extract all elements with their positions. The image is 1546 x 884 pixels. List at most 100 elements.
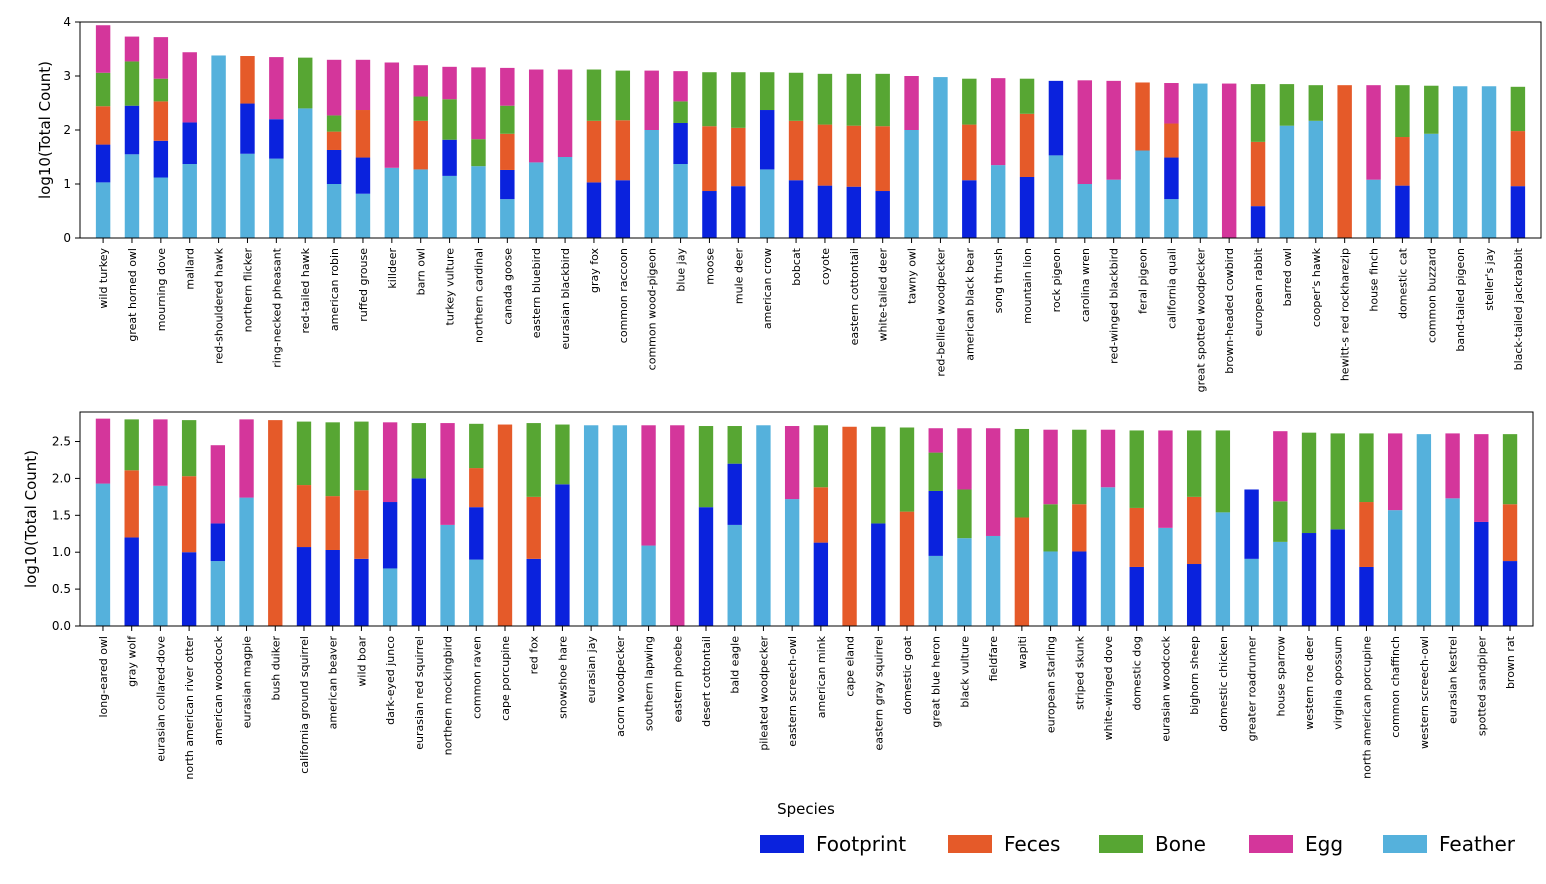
bar-segment-feces-ruffed-grouse: [355, 110, 371, 158]
x-tick-label-north-american-porcupine: north american porcupine: [1360, 636, 1373, 779]
x-tick-label-western-screech-owl: western screech-owl: [1418, 636, 1431, 749]
bar-segment-feather-canada-goose: [500, 199, 515, 238]
bar-segment-bone-wapiti: [1014, 428, 1030, 518]
x-tick-label-european-starling: european starling: [1045, 636, 1058, 733]
bar-segment-footprint-mourning-dove: [153, 140, 169, 178]
bar-segment-egg-spotted-sandpiper: [1474, 434, 1489, 522]
bar-segment-bone-american-beaver: [325, 422, 340, 497]
bar-segment-feather-mourning-dove: [153, 177, 169, 238]
x-tick-label-barn-owl: barn owl: [415, 248, 428, 295]
bar-segment-feces-domestic-dog: [1129, 507, 1144, 567]
bar-segment-footprint-ruffed-grouse: [355, 157, 371, 194]
bar-segment-egg-american-woodcock: [210, 445, 226, 524]
x-tick-label-mountain-lion: mountain lion: [1021, 248, 1034, 324]
bar-segment-egg-eurasian-blackbird: [557, 69, 573, 157]
bar-segment-bone-blue-jay: [673, 101, 688, 123]
x-tick-label-american-woodcock: american woodcock: [212, 635, 225, 745]
bar-segment-footprint-turkey-vulture: [442, 139, 457, 176]
x-tick-label-turkey-vulture: turkey vulture: [444, 248, 457, 326]
bar-segment-egg-blue-jay: [673, 71, 688, 102]
x-tick-label-american-black-bear: american black bear: [963, 248, 976, 361]
bar-segment-feces-american-robin: [326, 131, 342, 150]
bar-segment-footprint-red-fox: [526, 558, 541, 626]
bar-segment-footprint-common-raven: [469, 507, 484, 560]
y-tick-label: 1.0: [52, 545, 71, 559]
x-tick-label-wild-boar: wild boar: [355, 636, 368, 687]
bar-segment-footprint-american-woodcock: [210, 523, 226, 562]
x-tick-label-feral-pigeon: feral pigeon: [1137, 248, 1150, 314]
x-tick-label-eastern-screech-owl: eastern screech-owl: [786, 636, 799, 747]
bar-segment-egg-great-blue-heron: [928, 428, 943, 453]
bar-segment-egg-eastern-screech-owl: [784, 426, 800, 500]
bar-segment-egg-common-wood-pigeon: [644, 70, 659, 130]
bar-segment-footprint-american-black-bear: [962, 180, 977, 238]
x-tick-label-red-shouldered-hawk: red-shouldered hawk: [213, 247, 226, 363]
x-tick-label-eurasian-magpie: eurasian magpie: [241, 636, 254, 728]
bar-segment-bone-bighorn-sheep: [1186, 430, 1202, 497]
bar-segment-feces-mourning-dove: [153, 101, 169, 141]
x-tick-label-cooper-s-hawk: cooper's hawk: [1310, 247, 1323, 327]
bar-segment-bone-mule-deer: [731, 72, 746, 128]
x-tick-label-killdeer: killdeer: [386, 248, 399, 289]
bar-segment-egg-house-sparrow: [1273, 431, 1288, 502]
x-tick-label-domestic-dog: domestic dog: [1131, 636, 1144, 711]
bar-segment-bone-domestic-dog: [1129, 430, 1144, 508]
x-axis-title: Species: [777, 800, 835, 818]
y-tick-label: 4: [63, 15, 71, 29]
bar-segment-egg-barn-owl: [413, 65, 428, 97]
bar-segment-bone-mourning-dove: [153, 78, 169, 102]
bar-segment-footprint-wild-boar: [354, 558, 369, 626]
bar-segment-egg-southern-lapwing: [641, 425, 656, 546]
bar-segment-feather-eurasian-jay: [583, 425, 599, 626]
x-tick-label-domestic-cat: domestic cat: [1396, 247, 1409, 319]
bar-segment-footprint-spotted-sandpiper: [1474, 521, 1489, 626]
x-tick-label-white-tailed-deer: white-tailed deer: [877, 248, 890, 342]
x-tick-label-song-thrush: song thrush: [992, 248, 1005, 313]
y-tick-label: 1.5: [52, 508, 71, 522]
bar-segment-bone-north-american-porcupine: [1359, 433, 1374, 503]
bar-segment-feather-house-finch: [1366, 179, 1381, 238]
bar-segment-feces-mule-deer: [731, 127, 746, 187]
bar-segment-feather-red-winged-blackbird: [1106, 179, 1121, 238]
bar-segment-footprint-great-horned-owl: [124, 105, 140, 155]
bar-segment-bone-eurasian-red-squirrel: [411, 423, 427, 479]
x-tick-label-gray-wolf: gray wolf: [126, 635, 139, 687]
bar-segment-egg-long-eared-owl: [95, 418, 111, 484]
x-tick-label-barred-owl: barred owl: [1281, 248, 1294, 306]
x-tick-label-tawny-owl: tawny owl: [906, 248, 919, 304]
bar-segment-footprint-north-american-porcupine: [1359, 566, 1374, 626]
bar-segment-egg-red-winged-blackbird: [1106, 80, 1121, 180]
bar-segment-feces-hewitt-s-red-rockharezip: [1337, 85, 1352, 239]
bar-segment-egg-carolina-wren: [1077, 80, 1093, 184]
bar-segment-bone-american-mink: [813, 425, 829, 488]
bar-segment-feather-eastern-bluebird: [528, 162, 544, 238]
legend-label-feather: Feather: [1439, 832, 1516, 856]
y-tick-label: 3: [63, 69, 71, 83]
bar-segment-footprint-desert-cottontail: [698, 507, 714, 626]
bar-segment-egg-great-horned-owl: [124, 36, 140, 62]
x-tick-label-brown-headed-cowbird: brown-headed cowbird: [1223, 248, 1236, 374]
bar-segment-feather-cooper-s-hawk: [1308, 120, 1324, 238]
bar-segment-footprint-eastern-gray-squirrel: [871, 523, 886, 626]
bar-segment-egg-canada-goose: [500, 67, 515, 106]
bar-segment-feather-ruffed-grouse: [355, 193, 371, 238]
bar-segment-feather-northern-cardinal: [471, 166, 486, 238]
y-tick-label: 0.5: [52, 582, 71, 596]
bar-segment-bone-bald-eagle: [727, 426, 742, 464]
bar-segment-egg-eastern-bluebird: [528, 69, 544, 163]
x-tick-label-eastern-gray-squirrel: eastern gray squirrel: [872, 636, 885, 751]
bar-segment-feather-wild-turkey: [95, 182, 111, 238]
x-tick-label-bush-duiker: bush duiker: [269, 636, 282, 701]
bar-segment-feather-eurasian-kestrel: [1445, 498, 1460, 626]
bar-segment-feather-western-screech-owl: [1416, 434, 1432, 626]
bar-segment-bone-barn-owl: [413, 96, 428, 121]
bar-segment-feces-wild-boar: [354, 490, 369, 559]
bar-segment-egg-killdeer: [384, 62, 400, 168]
bar-segment-egg-eurasian-collared-dove: [153, 419, 168, 486]
x-tick-label-blue-jay: blue jay: [675, 248, 688, 292]
x-tick-label-ring-necked-pheasant: ring-necked pheasant: [270, 247, 283, 367]
bar-segment-bone-northern-cardinal: [471, 139, 486, 167]
bar-segment-footprint-gray-fox: [586, 182, 602, 238]
y-tick-label: 2.5: [52, 435, 71, 449]
x-tick-label-eastern-bluebird: eastern bluebird: [530, 248, 543, 338]
